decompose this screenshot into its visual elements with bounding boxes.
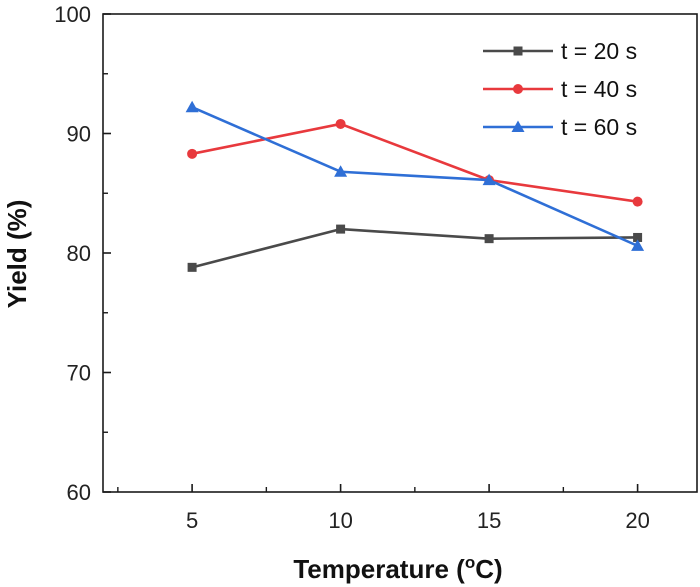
data-point — [336, 224, 346, 234]
legend-item: t = 40 s — [483, 76, 637, 102]
series-3 — [185, 100, 645, 251]
data-point — [185, 100, 199, 113]
y-tick-label: 90 — [67, 122, 91, 147]
data-point — [334, 165, 348, 177]
series-line — [191, 227, 638, 269]
legend-label: t = 20 s — [561, 38, 637, 64]
y-tick-label: 60 — [67, 480, 91, 505]
x-tick-label: 5 — [186, 508, 198, 533]
legend-marker — [513, 84, 523, 94]
data-point — [335, 118, 346, 129]
legend: t = 20 s t = 40 s t = 60 s — [483, 38, 637, 140]
series-1 — [187, 224, 643, 272]
series-layer — [185, 100, 645, 272]
x-axis-title: Temperature (oC) — [293, 553, 502, 584]
data-point — [484, 234, 494, 244]
data-point — [187, 148, 198, 159]
x-axis-title-main: Temperature ( — [293, 554, 465, 584]
data-point — [633, 232, 643, 242]
legend-label: t = 40 s — [561, 76, 637, 102]
series-line — [191, 106, 639, 248]
legend-label: t = 60 s — [561, 114, 637, 140]
legend-marker — [513, 46, 523, 56]
data-point — [631, 239, 645, 251]
x-tick-label: 20 — [625, 508, 649, 533]
legend-item: t = 60 s — [483, 114, 637, 140]
data-point — [632, 196, 643, 207]
data-point — [187, 262, 197, 272]
data-point — [482, 173, 496, 186]
legend-marker — [511, 120, 525, 132]
y-axis-title: Yield (%) — [2, 200, 32, 309]
x-axis-unit-suffix: C) — [475, 554, 502, 584]
x-tick-label: 10 — [328, 508, 352, 533]
plot-frame — [102, 13, 698, 493]
x-axis-degree-sign: o — [465, 553, 475, 572]
y-tick-label: 100 — [54, 2, 91, 27]
x-tick-label: 15 — [477, 508, 501, 533]
tick-labels: 60 70 80 90 100 5 10 15 20 — [54, 2, 650, 533]
legend-item: t = 20 s — [483, 38, 637, 64]
y-tick-label: 80 — [67, 241, 91, 266]
y-tick-label: 70 — [67, 361, 91, 386]
axis-ticks — [103, 13, 639, 493]
